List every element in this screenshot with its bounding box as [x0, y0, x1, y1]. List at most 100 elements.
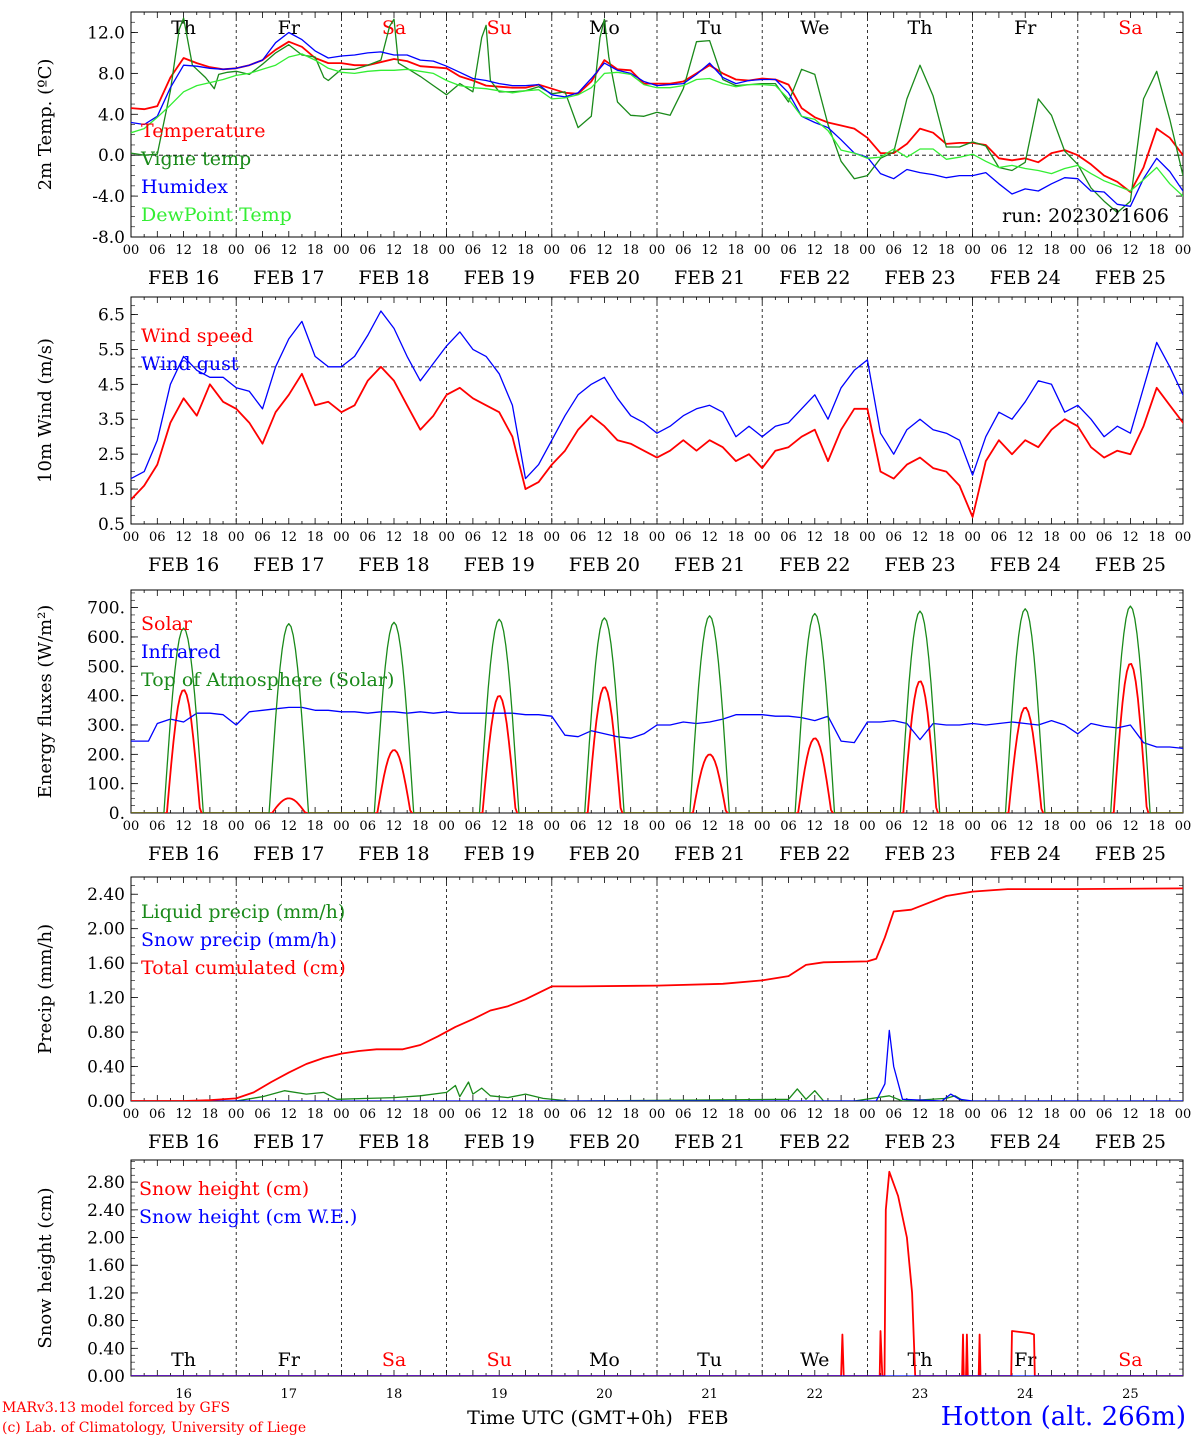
hour-tick-label: 12: [912, 1107, 929, 1122]
hour-tick-label: 00: [964, 530, 981, 545]
y-tick-label: 700.: [87, 599, 125, 619]
hour-tick-label: 00: [649, 819, 666, 834]
y-tick-label: 1.20: [87, 989, 125, 1009]
hour-tick-label: 06: [991, 1107, 1008, 1122]
date-label: FEB 18: [358, 1131, 429, 1153]
hour-tick-label: 06: [780, 530, 797, 545]
hour-tick-label: 18: [517, 819, 534, 834]
date-label: FEB 20: [569, 843, 640, 865]
hour-tick-label: 12: [386, 530, 403, 545]
date-label: FEB 21: [674, 554, 745, 576]
hour-tick-label: 12: [701, 819, 718, 834]
hour-tick-label: 06: [885, 1107, 902, 1122]
y-tick-label: 300.: [87, 716, 125, 736]
hour-tick-label: 12: [491, 819, 508, 834]
hour-tick-label: 18: [1043, 1107, 1060, 1122]
weekday-label: Tu: [697, 17, 722, 39]
hour-tick-label: 06: [465, 243, 482, 258]
hour-tick-label: 12: [912, 819, 929, 834]
panel-snow: 2.80 2.40 2.00 1.60 1.20 0.80 0.40 0.00 Snow hei…: [35, 1159, 1184, 1429]
hour-tick-label: 06: [991, 819, 1008, 834]
hour-tick-label: 00: [333, 243, 350, 258]
y-tick-label: 2.00: [87, 920, 125, 940]
hour-tick-label: 18: [307, 530, 324, 545]
hour-tick-label: 00: [859, 243, 876, 258]
weekday-label: Sa: [1118, 17, 1142, 39]
day-number-label: 16: [175, 1387, 192, 1402]
hour-tick-label: 00: [544, 243, 561, 258]
date-label: FEB 19: [464, 843, 535, 865]
hour-tick-label: 18: [202, 243, 219, 258]
date-label: FEB 19: [464, 1131, 535, 1153]
hour-tick-label: 00: [228, 530, 245, 545]
hour-tick-label: 00: [754, 1107, 771, 1122]
y-tick-label: 8.0: [98, 64, 125, 84]
date-label: FEB 25: [1095, 843, 1166, 865]
date-label: FEB 20: [569, 1131, 640, 1153]
y-tick-label: 400.: [87, 687, 125, 707]
hour-tick-label: 12: [175, 819, 192, 834]
panel-precip: 2.40 2.00 1.60 1.20 0.80 0.40 0.00 Precip (mm/h…: [35, 876, 1192, 1153]
hour-tick-label: 12: [1017, 819, 1034, 834]
series-line: [131, 605, 1183, 813]
date-label: FEB 25: [1095, 554, 1166, 576]
hour-tick-label: 00: [123, 1107, 140, 1122]
weekday-label: Fr: [1014, 1349, 1037, 1371]
legend-entry: Total cumulated (cm): [141, 957, 346, 979]
hour-tick-label: 12: [281, 530, 298, 545]
hour-tick-label: 06: [254, 1107, 271, 1122]
hour-tick-label: 00: [123, 530, 140, 545]
hour-tick-label: 00: [333, 530, 350, 545]
y-tick-label: -4.0: [92, 187, 125, 207]
date-label: FEB 17: [253, 554, 324, 576]
y-tick-label: 6.5: [98, 305, 125, 325]
day-number-label: 25: [1122, 1387, 1139, 1402]
y-tick-label: 2.80: [87, 1173, 125, 1193]
hour-tick-label: 06: [570, 243, 587, 258]
hour-tick-label: 06: [254, 530, 271, 545]
legend-entry: Humidex: [141, 176, 228, 198]
y-tick-label: 0.0: [98, 146, 125, 166]
date-label: FEB 18: [358, 554, 429, 576]
day-number-label: 20: [596, 1387, 613, 1402]
hour-tick-label: 12: [281, 819, 298, 834]
series-line: [131, 887, 1183, 1101]
hour-tick-label: 18: [728, 243, 745, 258]
hour-tick-label: 18: [1148, 1107, 1165, 1122]
hour-tick-label: 00: [754, 530, 771, 545]
date-label: FEB 19: [464, 554, 535, 576]
hour-tick-label: 00: [964, 819, 981, 834]
series-group: [131, 310, 1183, 518]
hour-tick-label: 00: [544, 530, 561, 545]
hour-tick-label: 12: [596, 1107, 613, 1122]
y-tick-label: 12.0: [87, 23, 125, 43]
y-tick-label: 1.60: [87, 954, 125, 974]
weekday-label: Su: [487, 17, 512, 39]
hour-tick-label: 12: [807, 530, 824, 545]
hour-tick-label: 12: [1122, 819, 1139, 834]
hour-tick-label: 06: [149, 243, 166, 258]
date-label: FEB 24: [990, 267, 1061, 289]
y-tick-label: 2.40: [87, 885, 125, 905]
hour-tick-label: 12: [175, 530, 192, 545]
date-label: FEB 17: [253, 1131, 324, 1153]
hour-tick-label: 00: [438, 819, 455, 834]
panel-energy: 700. 600. 500. 400. 300. 200. 100. 0. Energy flu…: [35, 589, 1191, 865]
hour-tick-label: 18: [412, 819, 429, 834]
date-label: FEB 21: [674, 843, 745, 865]
date-label: FEB 22: [779, 267, 850, 289]
hour-tick-label: 18: [307, 243, 324, 258]
hour-tick-label: 00: [438, 243, 455, 258]
hour-tick-label: 06: [885, 530, 902, 545]
series-group: [131, 1170, 1183, 1376]
hour-tick-label: 00: [438, 530, 455, 545]
date-label: FEB 24: [990, 1131, 1061, 1153]
hour-tick-label: 00: [859, 1107, 876, 1122]
day-number-label: 19: [491, 1387, 508, 1402]
hour-tick-label: 12: [807, 1107, 824, 1122]
y-axis-label: 2m Temp. (ºC): [35, 59, 56, 191]
hour-tick-label: 00: [1175, 1107, 1192, 1122]
date-label: FEB 17: [253, 267, 324, 289]
date-label: FEB 23: [884, 1131, 955, 1153]
y-axis-label: 10m Wind (m/s): [35, 338, 56, 483]
